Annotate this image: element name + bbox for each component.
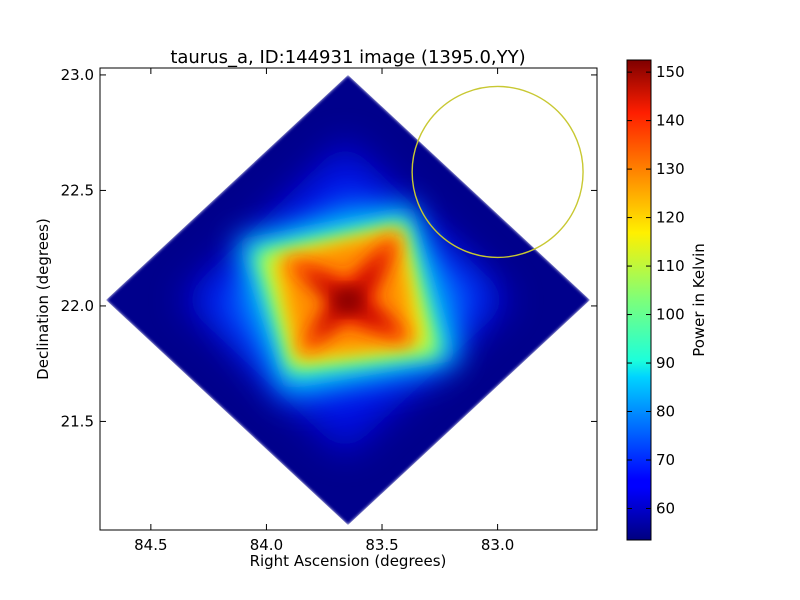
y-tick-label: 22.0 [61,297,94,315]
colorbar-label: Power in Kelvin [690,243,708,357]
colorbar-ticks: 60 70 80 90 100 110 120 130 140 150 [627,63,685,517]
colorbar-tick-label: 100 [656,306,685,324]
circle-marker [411,85,584,259]
colorbar-tick-label: 120 [656,209,685,227]
x-tick-label: 83.0 [481,536,514,554]
y-tick-label: 23.0 [61,66,94,84]
heatmap-image [106,75,590,525]
x-axis-label: Right Ascension (degrees) [250,552,447,570]
chart-title: taurus_a, ID:144931 image (1395.0,YY) [170,47,525,68]
colorbar-tick-label: 90 [656,354,675,372]
colorbar-tick-label: 140 [656,112,685,130]
colorbar-tick-label: 130 [656,160,685,178]
x-tick-label: 83.5 [365,536,398,554]
colorbar-tick-label: 80 [656,403,675,421]
y-axis: 21.5 22.0 22.5 23.0 [61,66,597,430]
source-peak [336,288,360,312]
colorbar-tick-label: 150 [656,63,685,81]
y-tick-label: 22.5 [61,181,94,199]
colorbar-tick-label: 60 [656,499,675,517]
colorbar [626,59,652,541]
colorbar-tick-label: 70 [656,451,675,469]
x-tick-label: 84.5 [134,536,167,554]
x-axis: 84.5 84.0 83.5 83.0 [134,68,514,554]
plot-frame [99,67,598,531]
y-tick-label: 21.5 [61,412,94,430]
colorbar-tick-label: 110 [656,257,685,275]
x-tick-label: 84.0 [250,536,283,554]
y-axis-label: Declination (degrees) [34,218,52,380]
